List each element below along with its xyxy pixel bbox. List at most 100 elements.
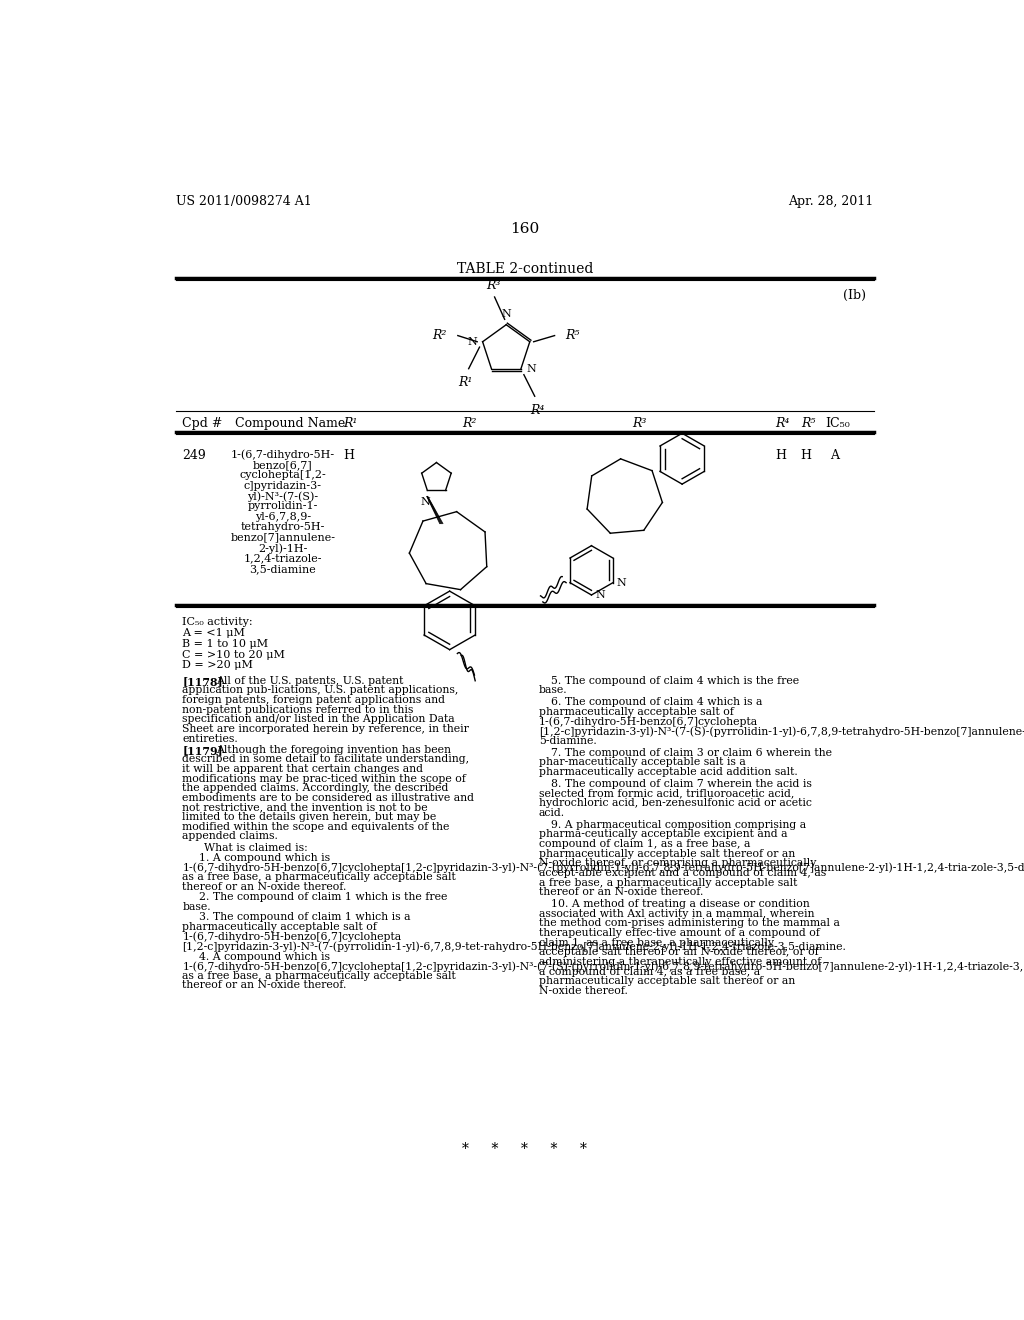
Text: R³: R³ — [485, 279, 500, 292]
Text: thereof or an N-oxide thereof.: thereof or an N-oxide thereof. — [182, 882, 347, 892]
Text: 8. The compound of claim 7 wherein the acid is: 8. The compound of claim 7 wherein the a… — [551, 779, 812, 789]
Text: H: H — [343, 449, 354, 462]
Text: R²: R² — [462, 417, 476, 430]
Text: 4. A compound which is: 4. A compound which is — [200, 952, 331, 961]
Text: Cpd #: Cpd # — [182, 417, 222, 430]
Text: c]pyridazin-3-: c]pyridazin-3- — [244, 480, 322, 491]
Text: administering a therapeutically effective amount of: administering a therapeutically effectiv… — [539, 957, 821, 966]
Text: 1. A compound which is: 1. A compound which is — [200, 853, 331, 863]
Text: All of the U.S. patents, U.S. patent: All of the U.S. patents, U.S. patent — [216, 676, 403, 686]
Text: [1179]: [1179] — [182, 744, 223, 756]
Text: it will be apparent that certain changes and: it will be apparent that certain changes… — [182, 764, 423, 774]
Text: thereof or an N-oxide thereof.: thereof or an N-oxide thereof. — [539, 887, 703, 898]
Text: pharmaceutically acceptable salt of: pharmaceutically acceptable salt of — [182, 921, 377, 932]
Text: acceptable salt thereof or an N-oxide thereof, or of: acceptable salt thereof or an N-oxide th… — [539, 948, 818, 957]
Text: base.: base. — [182, 902, 211, 912]
Text: 3. The compound of claim 1 which is a: 3. The compound of claim 1 which is a — [200, 912, 411, 923]
Text: [1,2-c]pyridazin-3-yl)-N³-(7-(S)-(pyrrolidin-1-yl)-6,7,8,9-tetrahydro-5H-benzo[7: [1,2-c]pyridazin-3-yl)-N³-(7-(S)-(pyrrol… — [539, 726, 1024, 737]
Text: R⁵: R⁵ — [801, 417, 815, 430]
Text: R²: R² — [432, 329, 446, 342]
Text: N: N — [502, 309, 511, 319]
Text: tetrahydro-5H-: tetrahydro-5H- — [241, 523, 326, 532]
Text: N: N — [526, 364, 536, 375]
Text: B = 1 to 10 μM: B = 1 to 10 μM — [182, 639, 268, 649]
Text: [1178]: [1178] — [182, 676, 223, 686]
Text: IC₅₀: IC₅₀ — [825, 417, 850, 430]
Text: R¹: R¹ — [459, 376, 473, 389]
Text: R¹: R¹ — [343, 417, 357, 430]
Text: pharmaceutically acceptable salt thereof or an: pharmaceutically acceptable salt thereof… — [539, 849, 795, 859]
Text: H: H — [801, 449, 812, 462]
Text: 2. The compound of claim 1 which is the free: 2. The compound of claim 1 which is the … — [200, 892, 447, 902]
Text: hydrochloric acid, ben-zenesulfonic acid or acetic: hydrochloric acid, ben-zenesulfonic acid… — [539, 799, 812, 808]
Text: non-patent publications referred to in this: non-patent publications referred to in t… — [182, 705, 414, 714]
Text: phar-maceutically acceptable salt is a: phar-maceutically acceptable salt is a — [539, 758, 745, 767]
Text: application pub-lications, U.S. patent applications,: application pub-lications, U.S. patent a… — [182, 685, 459, 696]
Text: modifications may be prac-ticed within the scope of: modifications may be prac-ticed within t… — [182, 774, 466, 784]
Text: N: N — [595, 590, 605, 601]
Text: 7. The compound of claim 3 or claim 6 wherein the: 7. The compound of claim 3 or claim 6 wh… — [551, 748, 833, 758]
Text: 1-(6,7-dihydro-5H-benzo[6,7]cyclohepta[1,2-c]pyridazin-3-yl)-N³-(7-(S)-(pyrrolid: 1-(6,7-dihydro-5H-benzo[6,7]cyclohepta[1… — [182, 961, 1024, 972]
Text: base.: base. — [539, 685, 567, 696]
Text: described in some detail to facilitate understanding,: described in some detail to facilitate u… — [182, 755, 469, 764]
Text: thereof or an N-oxide thereof.: thereof or an N-oxide thereof. — [182, 981, 347, 990]
Text: as a free base, a pharmaceutically acceptable salt: as a free base, a pharmaceutically accep… — [182, 970, 456, 981]
Text: selected from formic acid, trifluoroacetic acid,: selected from formic acid, trifluoroacet… — [539, 788, 795, 799]
Text: the method com-prises administering to the mammal a: the method com-prises administering to t… — [539, 919, 840, 928]
Text: associated with Axl activity in a mammal, wherein: associated with Axl activity in a mammal… — [539, 908, 814, 919]
Text: modified within the scope and equivalents of the: modified within the scope and equivalent… — [182, 822, 450, 832]
Text: specification and/or listed in the Application Data: specification and/or listed in the Appli… — [182, 714, 455, 725]
Text: 1-(6,7-dihydro-5H-benzo[6,7]cyclohepta[1,2-c]pyridazin-3-yl)-N³-(7-(pyrrolidin-1: 1-(6,7-dihydro-5H-benzo[6,7]cyclohepta[1… — [182, 862, 1024, 873]
Text: D = >20 μM: D = >20 μM — [182, 660, 253, 671]
Text: accept-able excipient and a compound of claim 4, as: accept-able excipient and a compound of … — [539, 869, 826, 878]
Text: R⁴: R⁴ — [530, 404, 545, 417]
Text: Compound Name: Compound Name — [234, 417, 345, 430]
Text: US 2011/0098274 A1: US 2011/0098274 A1 — [176, 195, 311, 209]
Text: R⁴: R⁴ — [775, 417, 790, 430]
Text: Sheet are incorporated herein by reference, in their: Sheet are incorporated herein by referen… — [182, 723, 469, 734]
Text: IC₅₀ activity:: IC₅₀ activity: — [182, 618, 253, 627]
Text: 10. A method of treating a disease or condition: 10. A method of treating a disease or co… — [551, 899, 810, 909]
Text: TABLE 2-continued: TABLE 2-continued — [457, 263, 593, 276]
Text: A: A — [830, 449, 839, 462]
Text: embodiments are to be considered as illustrative and: embodiments are to be considered as illu… — [182, 793, 474, 803]
Text: 2-yl)-1H-: 2-yl)-1H- — [258, 543, 307, 553]
Text: N-oxide thereof.: N-oxide thereof. — [539, 986, 628, 995]
Text: 249: 249 — [182, 449, 206, 462]
Text: pharmaceutically acceptable salt thereof or an: pharmaceutically acceptable salt thereof… — [539, 977, 795, 986]
Text: yl-6,7,8,9-: yl-6,7,8,9- — [255, 512, 311, 521]
Text: *   *   *   *   *: * * * * * — [463, 1143, 587, 1156]
Text: What is claimed is:: What is claimed is: — [204, 842, 307, 853]
Text: appended claims.: appended claims. — [182, 832, 279, 841]
Text: as a free base, a pharmaceutically acceptable salt: as a free base, a pharmaceutically accep… — [182, 873, 456, 882]
Text: limited to the details given herein, but may be: limited to the details given herein, but… — [182, 812, 436, 822]
Text: 5-diamine.: 5-diamine. — [539, 737, 597, 746]
Text: entireties.: entireties. — [182, 734, 238, 743]
Text: 5. The compound of claim 4 which is the free: 5. The compound of claim 4 which is the … — [551, 676, 800, 686]
Text: 1-(6,7-dihydro-5H-benzo[6,7]cyclohepta: 1-(6,7-dihydro-5H-benzo[6,7]cyclohepta — [182, 932, 401, 942]
Text: benzo[7]annulene-: benzo[7]annulene- — [230, 533, 336, 543]
Text: 1-(6,7-dihydro-5H-: 1-(6,7-dihydro-5H- — [231, 449, 335, 461]
Text: foreign patents, foreign patent applications and: foreign patents, foreign patent applicat… — [182, 696, 445, 705]
Text: [1,2-c]pyridazin-3-yl)-N³-(7-(pyrrolidin-1-yl)-6,7,8,9-tet-rahydro-5H-benzo[7]an: [1,2-c]pyridazin-3-yl)-N³-(7-(pyrrolidin… — [182, 941, 846, 952]
Text: 1,2,4-triazole-: 1,2,4-triazole- — [244, 553, 323, 564]
Text: N-oxide thereof, or comprising a pharmaceutically: N-oxide thereof, or comprising a pharmac… — [539, 858, 816, 869]
Text: 9. A pharmaceutical composition comprising a: 9. A pharmaceutical composition comprisi… — [551, 820, 806, 830]
Text: pharma-ceutically acceptable excipient and a: pharma-ceutically acceptable excipient a… — [539, 829, 787, 840]
Text: R³: R³ — [632, 417, 647, 430]
Text: pharmaceutically acceptable acid addition salt.: pharmaceutically acceptable acid additio… — [539, 767, 798, 777]
Text: (Ib): (Ib) — [843, 289, 866, 302]
Text: N: N — [616, 578, 627, 587]
Text: R⁵: R⁵ — [565, 329, 580, 342]
Text: H: H — [775, 449, 786, 462]
Text: Although the foregoing invention has been: Although the foregoing invention has bee… — [216, 744, 452, 755]
Text: compound of claim 1, as a free base, a: compound of claim 1, as a free base, a — [539, 840, 751, 849]
Text: the appended claims. Accordingly, the described: the appended claims. Accordingly, the de… — [182, 783, 449, 793]
Text: Apr. 28, 2011: Apr. 28, 2011 — [788, 195, 873, 209]
Text: claim 1, as a free base, a pharmaceutically: claim 1, as a free base, a pharmaceutica… — [539, 937, 774, 948]
Text: a free base, a pharmaceutically acceptable salt: a free base, a pharmaceutically acceptab… — [539, 878, 797, 887]
Text: N: N — [467, 337, 477, 347]
Text: 1-(6,7-dihydro-5H-benzo[6,7]cyclohepta: 1-(6,7-dihydro-5H-benzo[6,7]cyclohepta — [539, 717, 758, 727]
Text: benzo[6,7]: benzo[6,7] — [253, 459, 313, 470]
Text: pharmaceutically acceptable salt of: pharmaceutically acceptable salt of — [539, 708, 733, 717]
